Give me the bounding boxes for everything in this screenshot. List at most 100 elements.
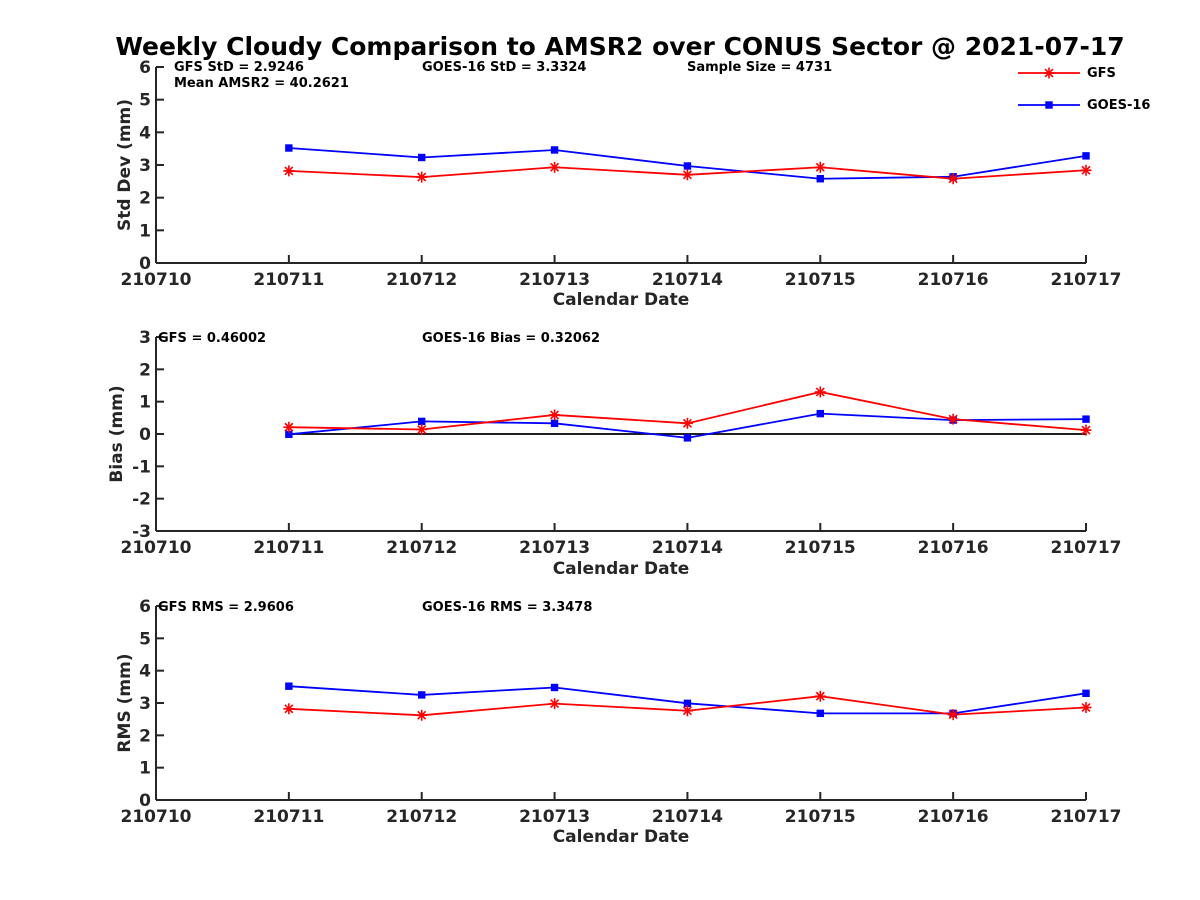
- data-point-gfs: [283, 165, 295, 177]
- x-tick-label: 210715: [785, 538, 856, 558]
- data-point-goes16: [550, 683, 559, 692]
- annotation-goes16-bias: GOES-16 Bias = 0.32062: [422, 331, 600, 346]
- data-point-gfs: [549, 698, 561, 710]
- annotation-gfs-bias: GFS = 0.46002: [158, 331, 266, 346]
- data-point-goes16: [285, 144, 293, 152]
- annotation-goes16-std: GOES-16 StD = 3.3324: [422, 60, 586, 75]
- data-point-gfs: [681, 417, 693, 429]
- x-tick-label: 210713: [519, 807, 590, 827]
- figure-title: Weekly Cloudy Comparison to AMSR2 over C…: [115, 32, 1124, 61]
- y-tick-label: -1: [132, 457, 151, 477]
- data-point-goes16: [418, 417, 426, 426]
- x-tick-label: 210715: [785, 807, 856, 827]
- rms-plot-area: 210710 210711 210712 210713 210714 210715 2107…: [121, 597, 1122, 827]
- data-point-gfs: [814, 386, 826, 398]
- data-point-gfs: [814, 690, 826, 702]
- data-point-gfs: [549, 161, 561, 173]
- legend-label-goes16: GOES-16: [1087, 98, 1150, 113]
- data-point-gfs: [416, 171, 428, 183]
- y-tick-label: 1: [139, 759, 151, 779]
- data-point-goes16: [418, 691, 426, 699]
- data-point-goes16: [550, 146, 559, 154]
- x-tick-label: 210717: [1051, 807, 1122, 827]
- x-tick-label: 210714: [652, 538, 723, 558]
- y-tick-label: 4: [139, 662, 151, 682]
- data-point-goes16: [683, 162, 692, 170]
- y-tick-label: 5: [139, 629, 151, 649]
- annotation-mean-amsr2: Mean AMSR2 = 40.2621: [174, 76, 349, 91]
- data-point-gfs: [283, 421, 295, 433]
- annotation-gfs-std: GFS StD = 2.9246: [174, 60, 304, 75]
- data-point-gfs: [416, 709, 428, 721]
- x-tick-label: 210710: [121, 807, 192, 827]
- annotation-gfs-rms: GFS RMS = 2.9606: [158, 600, 294, 615]
- data-point-goes16: [816, 175, 824, 183]
- y-tick-label: 2: [139, 189, 151, 209]
- data-point-gfs: [416, 423, 428, 435]
- legend-marker-goes16: [1045, 101, 1053, 109]
- x-tick-label: 210710: [121, 538, 192, 558]
- legend-label-gfs: GFS: [1087, 66, 1116, 81]
- rms-x-axis-label: Calendar Date: [553, 827, 690, 847]
- legend-entry-gfs: GFS: [1018, 66, 1116, 81]
- x-tick-label: 210710: [121, 270, 192, 290]
- y-tick-label: 1: [139, 221, 151, 241]
- x-tick-label: 210712: [386, 807, 457, 827]
- y-tick-label: 4: [139, 123, 151, 143]
- data-point-gfs: [947, 173, 959, 185]
- data-point-goes16: [285, 682, 293, 690]
- x-tick-label: 210716: [918, 807, 989, 827]
- x-tick-label: 210711: [253, 270, 324, 290]
- y-tick-label: 2: [139, 726, 151, 746]
- data-point-gfs: [681, 705, 693, 717]
- y-tick-label: 3: [139, 156, 151, 176]
- legend-marker-symbol: [1045, 101, 1053, 109]
- x-tick-label: 210711: [253, 538, 324, 558]
- data-point-gfs: [283, 703, 295, 715]
- data-point-gfs: [1080, 702, 1092, 714]
- y-tick-label: 6: [139, 58, 151, 78]
- y-tick-label: 3: [139, 694, 151, 714]
- y-tick-label: -3: [132, 522, 151, 542]
- x-tick-label: 210712: [386, 538, 457, 558]
- legend-entry-goes16: GOES-16: [1018, 98, 1150, 113]
- data-point-gfs: [549, 409, 561, 421]
- std-dev-y-axis-label: Std Dev (mm): [115, 99, 135, 231]
- bias-plot-area: 210710 210711 210712 210713 210714 210715 2107…: [121, 328, 1122, 558]
- y-tick-label: 3: [139, 328, 151, 348]
- data-point-goes16: [1082, 152, 1090, 160]
- x-tick-label: 210714: [652, 270, 723, 290]
- data-point-gfs: [947, 413, 959, 425]
- y-tick-label: 0: [139, 791, 151, 811]
- x-tick-label: 210715: [785, 270, 856, 290]
- x-tick-label: 210716: [918, 538, 989, 558]
- data-point-gfs: [1080, 164, 1092, 176]
- rms-y-axis-label: RMS (mm): [115, 653, 135, 752]
- x-tick-label: 210713: [519, 270, 590, 290]
- data-point-goes16: [816, 709, 824, 718]
- legend-marker-symbol: [1043, 67, 1055, 79]
- data-point-gfs: [947, 709, 959, 721]
- std-dev-panel: 210710 210711 210712 210713 210714 210715 2107…: [115, 58, 1121, 310]
- data-point-gfs: [1080, 424, 1092, 436]
- y-tick-label: 2: [139, 360, 151, 380]
- std-dev-plot-area: 210710 210711 210712 210713 210714 210715 2107…: [121, 58, 1122, 290]
- x-tick-label: 210714: [652, 807, 723, 827]
- y-tick-label: 6: [139, 597, 151, 617]
- data-point-goes16: [550, 419, 559, 428]
- data-point-goes16: [816, 409, 824, 418]
- legend: GFS GOES-16: [1018, 66, 1150, 113]
- y-tick-label: 5: [139, 91, 151, 111]
- y-tick-label: 0: [139, 254, 151, 274]
- x-tick-label: 210716: [918, 270, 989, 290]
- bias-x-axis-label: Calendar Date: [553, 559, 690, 579]
- y-tick-label: -2: [132, 490, 151, 510]
- data-point-goes16: [683, 434, 692, 442]
- annotation-goes16-rms: GOES-16 RMS = 3.3478: [422, 600, 592, 615]
- bias-y-axis-label: Bias (mm): [107, 385, 127, 482]
- legend-marker-gfs: [1043, 67, 1055, 79]
- data-point-goes16: [1082, 689, 1090, 697]
- x-tick-label: 210717: [1051, 270, 1122, 290]
- x-tick-label: 210713: [519, 538, 590, 558]
